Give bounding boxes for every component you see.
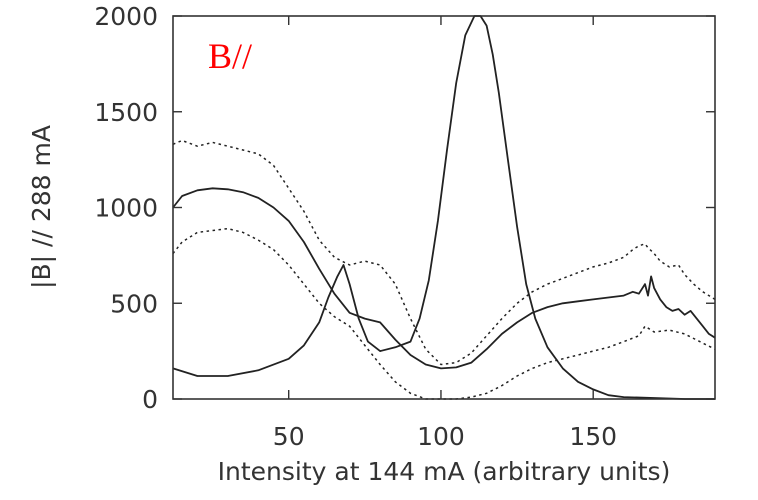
y-tick-label: 2000 (94, 2, 158, 31)
y-axis-label: |B| // 288 mA (27, 125, 56, 289)
x-tick-label: 50 (273, 422, 305, 451)
x-axis-label: Intensity at 144 mA (arbitrary units) (218, 457, 671, 486)
solid-series-line-1 (172, 187, 716, 370)
y-tick-label: 1000 (94, 194, 158, 223)
dotted-series-line-4 (172, 227, 716, 400)
y-tick-label: 500 (110, 289, 158, 318)
dotted-series-line-3 (172, 139, 716, 366)
panel-label: B// (208, 36, 252, 76)
axes-frame (172, 15, 716, 400)
y-tick-label: 0 (142, 385, 158, 414)
solid-series-line-2 (172, 15, 715, 400)
x-tick-label: 100 (417, 422, 465, 451)
series-layer (172, 15, 716, 400)
x-tick-label: 150 (569, 422, 617, 451)
y-tick-label: 1500 (94, 98, 158, 127)
